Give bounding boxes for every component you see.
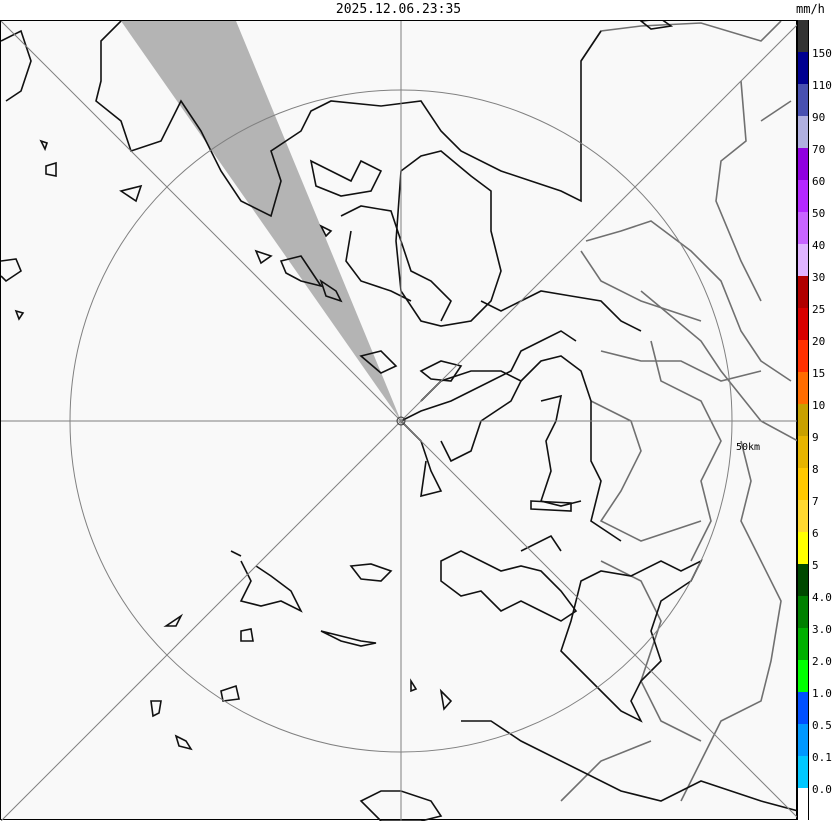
legend-label: 8 — [812, 463, 819, 476]
legend-label: 3.0 — [812, 623, 832, 636]
legend-band — [798, 628, 808, 660]
legend-band — [798, 340, 808, 372]
legend-label: 1.0 — [812, 687, 832, 700]
legend-band — [798, 372, 808, 404]
legend-band — [798, 500, 808, 532]
legend-label: 50 — [812, 207, 826, 220]
coastlines — [0, 18, 799, 822]
legend-band — [798, 180, 808, 212]
legend-band — [798, 724, 808, 756]
diagonal-nw-se — [0, 20, 799, 819]
blocked-sector — [121, 21, 401, 421]
legend-label: 90 — [812, 111, 826, 124]
legend-band — [798, 116, 808, 148]
legend-band — [798, 692, 808, 724]
legend-band — [798, 788, 808, 820]
district-borders — [560, 20, 799, 802]
color-legend — [797, 20, 809, 820]
unit-label: mm/h — [796, 2, 825, 16]
legend-label: 6 — [812, 527, 819, 540]
legend-label: 30 — [812, 271, 826, 284]
legend-label: 20 — [812, 335, 826, 348]
legend-band — [798, 596, 808, 628]
legend-band — [798, 436, 808, 468]
radar-site — [396, 416, 406, 426]
range-label: 50km — [736, 442, 761, 453]
map-canvas — [0, 18, 802, 822]
legend-label: 5 — [812, 559, 819, 572]
legend-band — [798, 532, 808, 564]
range-overlay — [0, 20, 802, 822]
legend-label: 40 — [812, 239, 826, 252]
legend-band — [798, 756, 808, 788]
legend-label: 70 — [812, 143, 826, 156]
legend-band — [798, 308, 808, 340]
legend-label: 0.5 — [812, 719, 832, 732]
legend-band — [798, 244, 808, 276]
legend-band — [798, 20, 808, 52]
legend-band — [798, 404, 808, 436]
legend-band — [798, 148, 808, 180]
legend-label: 7 — [812, 495, 819, 508]
legend-label: 4.0 — [812, 591, 832, 604]
legend-label: 0.0 — [812, 783, 832, 796]
legend-label: 9 — [812, 431, 819, 444]
legend-band — [798, 84, 808, 116]
legend-band — [798, 212, 808, 244]
legend-label: 15 — [812, 367, 826, 380]
legend-label: 150 — [812, 47, 832, 60]
timestamp: 2025.12.06.23:35 — [335, 2, 462, 17]
legend-band — [798, 564, 808, 596]
radar-map[interactable]: 50km — [0, 18, 802, 822]
legend-label: 2.0 — [812, 655, 832, 668]
legend-band — [798, 52, 808, 84]
legend-band — [798, 660, 808, 692]
legend-label: 0.1 — [812, 751, 832, 764]
legend-label: 60 — [812, 175, 826, 188]
legend-label: 10 — [812, 399, 826, 412]
legend-band — [798, 468, 808, 500]
legend-label: 110 — [812, 79, 832, 92]
legend-label: 25 — [812, 303, 826, 316]
legend-band — [798, 276, 808, 308]
diagonal-ne-sw — [0, 20, 802, 822]
